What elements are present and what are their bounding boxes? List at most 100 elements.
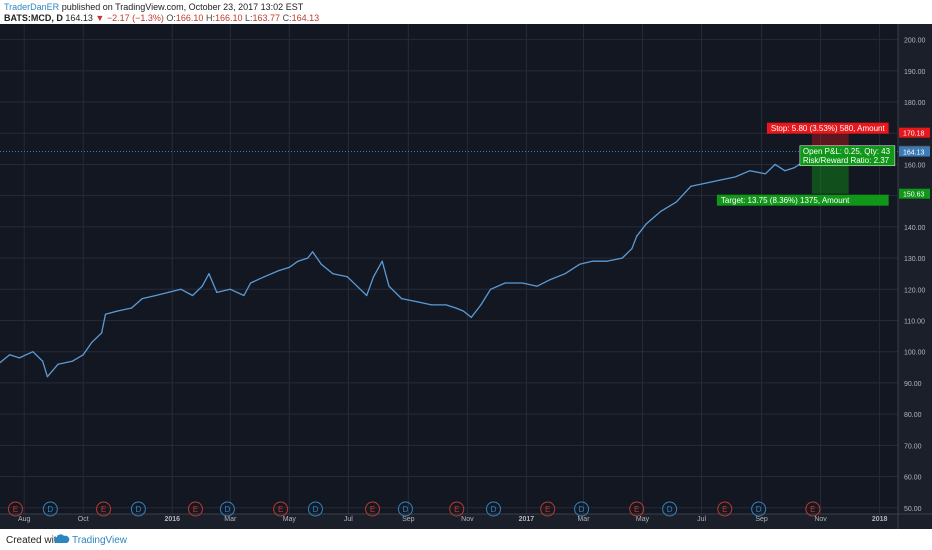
dividend-marker[interactable]: [42, 501, 58, 517]
dividend-label: D: [491, 505, 497, 514]
x-tick-label: 2016: [164, 516, 180, 523]
published-text: published on TradingView.com, October 23…: [61, 2, 304, 12]
price-point: [579, 263, 581, 265]
high-value: 166.10: [214, 13, 243, 23]
x-tick-label: Nov: [814, 516, 827, 523]
y-tick-label: 120.00: [904, 287, 926, 294]
dividend-marker[interactable]: [662, 501, 678, 517]
price-point: [297, 260, 299, 262]
earnings-label: E: [193, 505, 198, 514]
price-point: [645, 223, 648, 225]
dividend-label: D: [579, 505, 585, 514]
dividend-label: D: [313, 505, 319, 514]
risk-reward-label: Risk/Reward Ratio: 2.37: [803, 156, 890, 165]
tradingview-cloud-icon: [54, 534, 70, 543]
price-point: [9, 354, 11, 356]
price-point: [250, 282, 252, 284]
price-point: [32, 351, 34, 353]
price-point: [549, 279, 551, 281]
tradingview-brand-link[interactable]: TradingView: [72, 535, 128, 546]
price-point: [216, 291, 218, 294]
price-point: [690, 185, 692, 187]
y-tick-label: 110.00: [904, 318, 925, 325]
price-point: [46, 376, 49, 378]
earnings-marker[interactable]: [365, 501, 381, 517]
dividend-marker[interactable]: [486, 501, 502, 517]
dividend-marker[interactable]: [574, 501, 590, 517]
price-point: [91, 341, 93, 343]
price-point: [455, 307, 457, 309]
earnings-marker[interactable]: [805, 501, 821, 517]
earnings-marker[interactable]: [96, 501, 112, 517]
price-point: [784, 170, 786, 172]
price-point: [320, 263, 322, 265]
dividend-marker[interactable]: [751, 501, 767, 517]
earnings-marker[interactable]: [629, 501, 645, 517]
x-tick-label: Aug: [18, 516, 31, 523]
price-point: [591, 260, 593, 262]
price-point: [311, 251, 314, 253]
x-tick-label: Sep: [755, 516, 768, 523]
price-point: [675, 201, 678, 203]
y-tick-label: 90.00: [904, 381, 922, 388]
author-link[interactable]: TraderDanER: [4, 2, 60, 12]
earnings-label: E: [13, 505, 18, 514]
price-point: [104, 313, 107, 315]
price-point: [201, 285, 203, 287]
price-point: [18, 357, 20, 359]
price-point: [116, 310, 118, 312]
target-label: Target: 13.75 (8.36%) 1375, Amount: [721, 196, 850, 205]
dividend-label: D: [225, 505, 231, 514]
earnings-marker[interactable]: [717, 501, 733, 517]
price-point: [71, 360, 74, 362]
earnings-label: E: [278, 505, 283, 514]
price-point: [793, 166, 796, 169]
y-tick-label: 80.00: [904, 412, 922, 419]
y-tick-label: 200.00: [904, 38, 926, 45]
earnings-marker[interactable]: [273, 501, 289, 517]
price-point: [480, 304, 482, 306]
symbol-label: BATS:MCD, D: [4, 13, 63, 23]
stop-label-box: [766, 122, 889, 134]
price-point: [263, 276, 265, 278]
price-point: [167, 291, 169, 294]
dividend-marker[interactable]: [397, 501, 413, 517]
dividend-label: D: [756, 505, 762, 514]
dividend-marker[interactable]: [130, 501, 146, 517]
earnings-marker[interactable]: [449, 501, 465, 517]
price-point: [490, 288, 492, 290]
x-tick-label: Mar: [577, 516, 590, 523]
earnings-label: E: [810, 505, 815, 514]
price-point: [332, 273, 334, 275]
price-point: [229, 288, 231, 290]
earnings-marker[interactable]: [187, 501, 203, 517]
price-chart[interactable]: 50.00 60.00 70.00 80.00 90.00 100.00 110.00 120…: [0, 24, 932, 529]
chart-header: TraderDanER published on TradingView.com…: [0, 0, 932, 24]
pnl-box: [799, 145, 896, 167]
earnings-marker[interactable]: [540, 501, 556, 517]
price-point: [141, 298, 143, 300]
plot-area[interactable]: [0, 24, 898, 514]
low-label: L:: [245, 13, 253, 23]
price-point: [660, 210, 662, 212]
dividend-marker[interactable]: [307, 501, 323, 517]
target-price-box: [899, 188, 930, 199]
price-point: [606, 260, 608, 262]
x-tick-label: 2017: [519, 516, 535, 523]
x-tick-label: 2018: [872, 516, 888, 523]
y-tick-label: 140.00: [904, 225, 926, 232]
footer: Created with TradingView: [0, 529, 932, 550]
price-point: [155, 294, 157, 297]
x-tick-label: Jul: [697, 516, 706, 523]
price-point: [208, 273, 210, 275]
earnings-marker[interactable]: [7, 501, 23, 517]
price-point: [356, 285, 358, 287]
y-tick-label: 100.00: [904, 350, 926, 357]
price-point: [631, 248, 633, 250]
publish-line: TraderDanER published on TradingView.com…: [4, 2, 303, 12]
dividend-marker[interactable]: [219, 501, 235, 517]
high-label: H:: [205, 13, 215, 23]
price-point: [82, 354, 84, 356]
open-label: O:: [166, 13, 176, 23]
price-point: [191, 294, 194, 297]
